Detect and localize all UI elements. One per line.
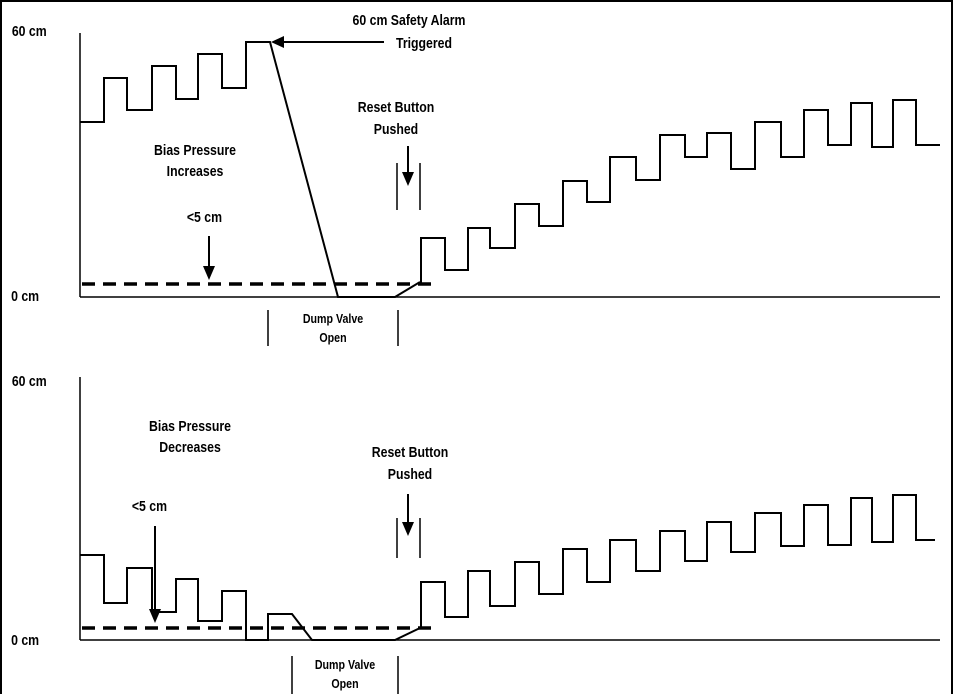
bottom-panel: 60 cm 0 cm <5 cm Bias Pressure Decreases…	[11, 373, 940, 694]
bottom-threshold-arrowhead	[149, 609, 161, 623]
top-reset-label-1: Reset Button	[358, 99, 434, 115]
bottom-bias-label-1: Bias Pressure	[149, 418, 231, 434]
top-pressure-trace-restart	[420, 99, 940, 283]
bottom-pressure-trace-restart	[420, 494, 935, 629]
top-dump-label-2: Open	[319, 330, 346, 345]
bottom-pressure-trace	[80, 554, 421, 641]
bottom-dump-label-1: Dump Valve	[315, 657, 376, 672]
top-y-max-label: 60 cm	[12, 23, 47, 39]
bottom-dump-label-2: Open	[331, 676, 358, 691]
top-threshold-arrowhead	[203, 266, 215, 280]
bottom-reset-label-1: Reset Button	[372, 444, 448, 460]
bottom-threshold-label: <5 cm	[132, 498, 167, 514]
top-alarm-label-2: Triggered	[396, 35, 452, 51]
top-alarm-label-1: 60 cm Safety Alarm	[353, 12, 466, 28]
bottom-bias-label-2: Decreases	[159, 439, 221, 455]
top-alarm-arrowhead	[271, 36, 284, 48]
top-bias-label-1: Bias Pressure	[154, 142, 236, 158]
top-y-zero-label: 0 cm	[11, 288, 39, 304]
bottom-y-zero-label: 0 cm	[11, 632, 39, 648]
top-pressure-trace	[80, 41, 421, 298]
top-reset-arrowhead	[402, 172, 414, 186]
top-bias-label-2: Increases	[167, 163, 224, 179]
top-panel: 60 cm 0 cm <5 cm Bias Pressure Increases…	[11, 12, 940, 346]
bottom-reset-label-2: Pushed	[388, 466, 432, 482]
top-reset-label-2: Pushed	[374, 121, 418, 137]
top-dump-label-1: Dump Valve	[303, 311, 364, 326]
bottom-reset-arrowhead	[402, 522, 414, 536]
top-threshold-label: <5 cm	[187, 209, 222, 225]
bottom-y-max-label: 60 cm	[12, 373, 47, 389]
